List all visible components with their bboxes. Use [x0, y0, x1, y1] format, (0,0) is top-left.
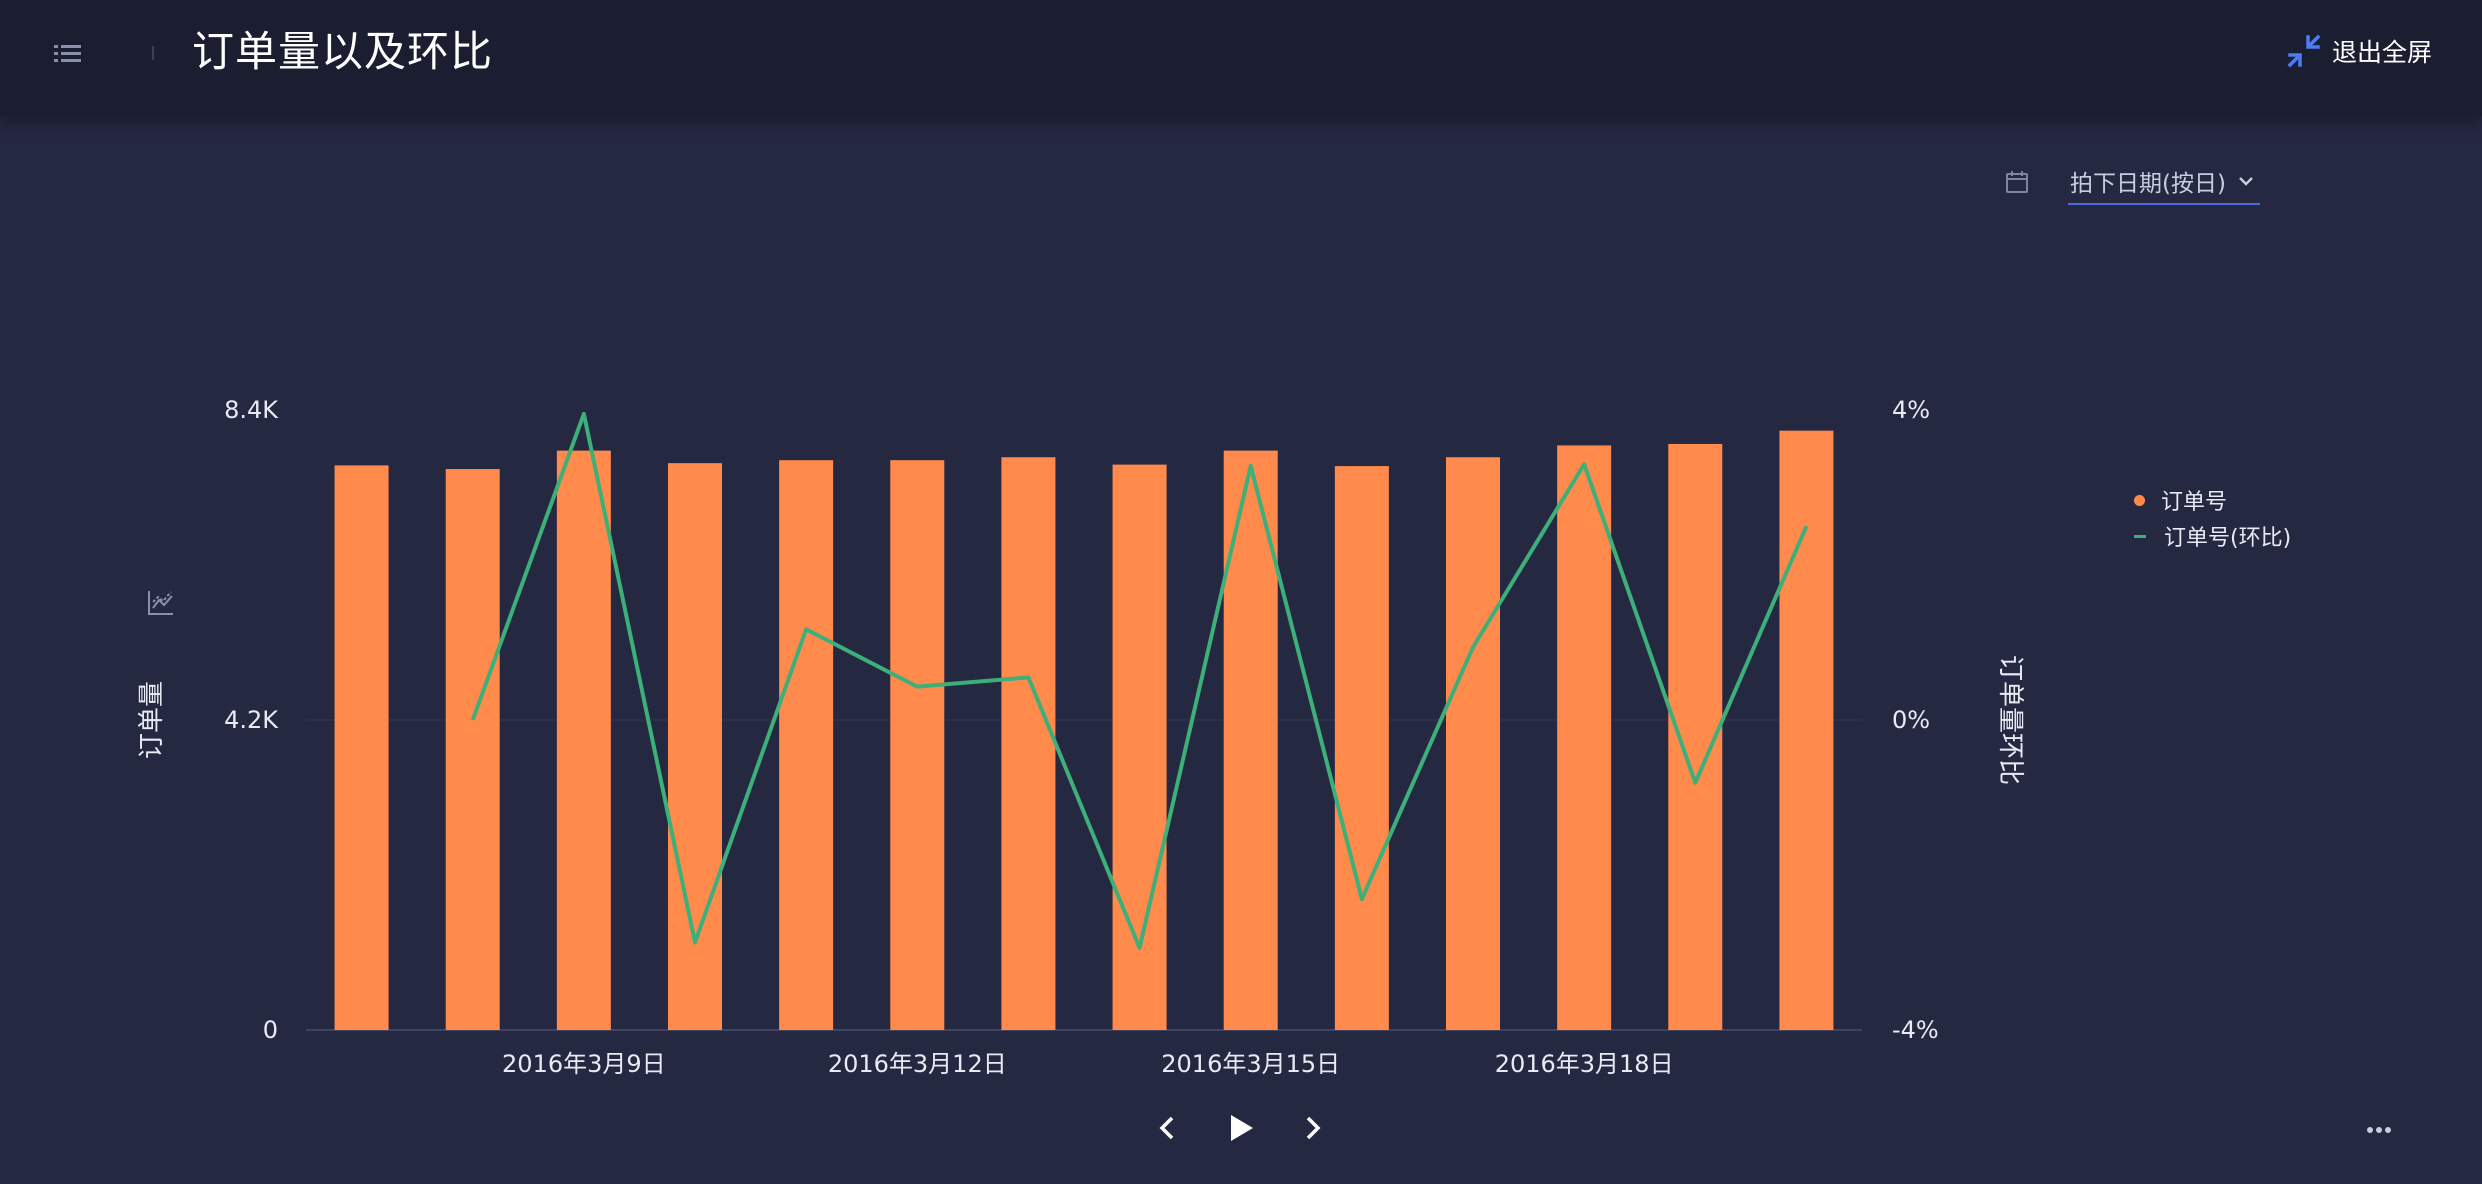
compress-icon — [2287, 34, 2321, 68]
right-axis-title: 订单量环比 — [1995, 655, 2025, 785]
legend-marker-orders-mom — [2134, 534, 2146, 538]
exit-fullscreen-label: 退出全屏 — [2331, 38, 2432, 67]
bar-3 — [668, 463, 722, 1031]
line-series-orders-mom — [470, 411, 1809, 950]
chart-type-icon[interactable] — [146, 588, 176, 618]
chevron-down-icon — [2239, 177, 2253, 186]
bar-4 — [779, 460, 834, 1030]
bar-1 — [445, 469, 500, 1030]
x-tick-label: 2016年3月15日 — [1161, 1050, 1340, 1078]
x-tick-label: 2016年3月12日 — [828, 1050, 1007, 1078]
legend-item-orders[interactable]: 订单号 — [2132, 482, 2291, 518]
bar-2 — [556, 450, 611, 1031]
left-tick-label: 0 — [263, 1016, 278, 1044]
bar-0 — [334, 465, 389, 1030]
x-tick-label: 2016年3月9日 — [502, 1050, 666, 1078]
calendar-icon[interactable] — [2004, 169, 2030, 195]
date-filter: 拍下日期(按日) — [2004, 159, 2260, 205]
chevron-right-icon[interactable] — [1292, 1108, 1332, 1148]
more-icon[interactable] — [2364, 1118, 2394, 1142]
legend-label-orders-mom: 订单号(环比) — [2164, 526, 2292, 551]
chart-legend: 订单号 订单号(环比) — [2132, 482, 2291, 554]
bar-11 — [1557, 445, 1612, 1030]
header-divider — [152, 46, 154, 60]
legend-label-orders: 订单号 — [2161, 490, 2228, 515]
chevron-left-icon[interactable] — [1148, 1108, 1188, 1148]
x-tick-label: 2016年3月18日 — [1495, 1050, 1674, 1078]
date-select-value: 拍下日期(按日) — [2070, 171, 2226, 197]
left-tick-label: 8.4K — [224, 396, 279, 424]
bar-5 — [890, 460, 945, 1030]
play-icon[interactable] — [1220, 1108, 1260, 1148]
list-icon[interactable] — [52, 40, 84, 68]
bar-7 — [1112, 464, 1167, 1031]
right-tick-label: -4% — [1892, 1016, 1939, 1044]
legend-item-orders-mom[interactable]: 订单号(环比) — [2132, 518, 2291, 554]
bar-6 — [1001, 457, 1056, 1030]
top-bar: 订单量以及环比 退出全屏 — [0, 0, 2482, 116]
exit-fullscreen-button[interactable]: 退出全屏 — [2286, 30, 2432, 72]
bar-13 — [1779, 430, 1834, 1031]
legend-marker-orders — [2134, 494, 2145, 506]
bar-9 — [1334, 466, 1389, 1031]
left-tick-label: 4.2K — [224, 706, 279, 734]
right-tick-label: 0% — [1892, 706, 1930, 734]
date-granularity-select[interactable]: 拍下日期(按日) — [2068, 159, 2260, 205]
bar-10 — [1446, 457, 1500, 1030]
right-tick-label: 4% — [1892, 396, 1930, 424]
left-axis-title: 订单量 — [137, 681, 167, 759]
page-title: 订单量以及环比 — [192, 27, 494, 76]
